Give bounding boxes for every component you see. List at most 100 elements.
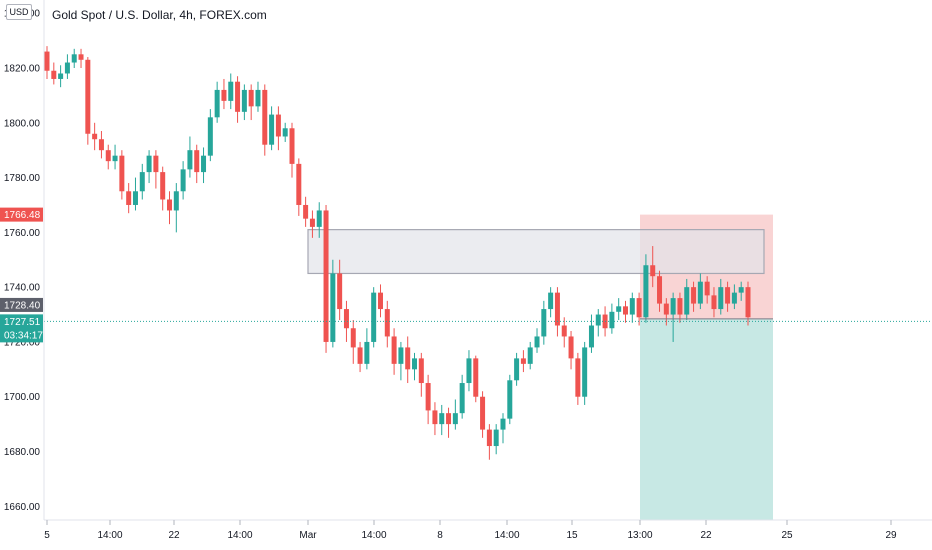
candle [663, 298, 669, 326]
candle-body [425, 383, 431, 411]
candle [303, 196, 309, 227]
candle [418, 352, 424, 397]
candle-body [486, 429, 492, 447]
candle-body [704, 281, 710, 296]
candle [316, 202, 322, 238]
candle [112, 144, 118, 170]
candle-body [609, 311, 615, 329]
countdown-tag: 03:34:17 [4, 330, 43, 341]
candle [486, 424, 492, 460]
candle [459, 374, 465, 419]
candle-body [235, 81, 241, 112]
candle [452, 399, 458, 430]
candle [616, 298, 622, 321]
candle-body [718, 287, 724, 310]
candle-body [595, 314, 601, 326]
candle [466, 350, 472, 392]
candle [214, 81, 220, 123]
candle [337, 259, 343, 321]
candle-body [697, 281, 703, 304]
candle-body [568, 336, 574, 359]
candle [677, 292, 683, 323]
candle [309, 210, 315, 238]
candle-body [105, 150, 111, 162]
candle [718, 278, 724, 315]
candle [126, 183, 132, 214]
candle-body [731, 292, 737, 304]
y-tick-label: 1680.00 [4, 447, 41, 458]
candle-body [588, 325, 594, 348]
candle [731, 284, 737, 310]
candle [684, 278, 690, 321]
candle [357, 341, 363, 373]
candle-body [248, 89, 254, 107]
take-profit-zone[interactable] [640, 318, 773, 520]
candle-body [466, 358, 472, 384]
candle-body [139, 172, 145, 192]
candle-body [412, 358, 418, 370]
candle-body [446, 413, 452, 425]
candle [180, 161, 186, 200]
candle-body [405, 347, 411, 370]
candle-body [330, 273, 336, 342]
candle [548, 287, 554, 318]
candle [711, 287, 717, 318]
candle [221, 78, 227, 110]
candle [704, 276, 710, 304]
x-tick-label: 29 [885, 530, 897, 541]
entry-price-tag: 1728.40 [4, 300, 41, 311]
candle-body [146, 155, 152, 173]
candle-body [78, 54, 84, 60]
candle-body [126, 191, 132, 205]
candle-body [636, 298, 642, 318]
currency-badge[interactable]: USD [6, 4, 32, 20]
candle [194, 144, 200, 184]
candle-body [493, 429, 499, 447]
candle [520, 350, 526, 373]
candle-body [738, 287, 744, 293]
x-tick-label: 14:00 [97, 530, 122, 541]
candle-body [554, 292, 560, 326]
y-tick-label: 1820.00 [4, 64, 41, 75]
candle-body [58, 73, 64, 79]
candle-body [398, 347, 404, 364]
candle [425, 374, 431, 425]
candle-body [725, 287, 731, 304]
candle [595, 309, 601, 337]
candle [98, 131, 104, 159]
stop-price-tag-bg [0, 207, 43, 222]
candle [582, 341, 588, 405]
chart-title: Gold Spot / U.S. Dollar, 4h, FOREX.com [52, 8, 267, 22]
candle-body [745, 287, 751, 318]
supply-rectangle[interactable] [307, 229, 765, 275]
candle [207, 109, 213, 162]
candle-body [289, 128, 295, 164]
candle [64, 54, 70, 79]
candle [51, 62, 57, 85]
candle-body [98, 139, 104, 151]
candle [228, 73, 234, 110]
x-tick-label: 25 [781, 530, 793, 541]
candle-body [160, 172, 166, 200]
candle [350, 320, 356, 364]
x-tick-label: 8 [437, 530, 443, 541]
candle [391, 328, 397, 375]
candle-body [357, 347, 363, 364]
candle [85, 57, 91, 145]
candle-body [534, 336, 540, 348]
candle-body [85, 59, 91, 134]
candle [248, 84, 254, 121]
x-tick-label: 22 [168, 530, 180, 541]
candle-body [548, 292, 554, 310]
candle [514, 352, 520, 386]
candle [609, 303, 615, 334]
x-tick-label: 15 [566, 530, 578, 541]
candle [296, 158, 302, 216]
candle-body [309, 218, 315, 227]
candle-body [132, 191, 138, 205]
candle [343, 300, 349, 342]
candle-body [657, 276, 663, 304]
candle [78, 48, 84, 69]
candle-body [337, 273, 343, 310]
